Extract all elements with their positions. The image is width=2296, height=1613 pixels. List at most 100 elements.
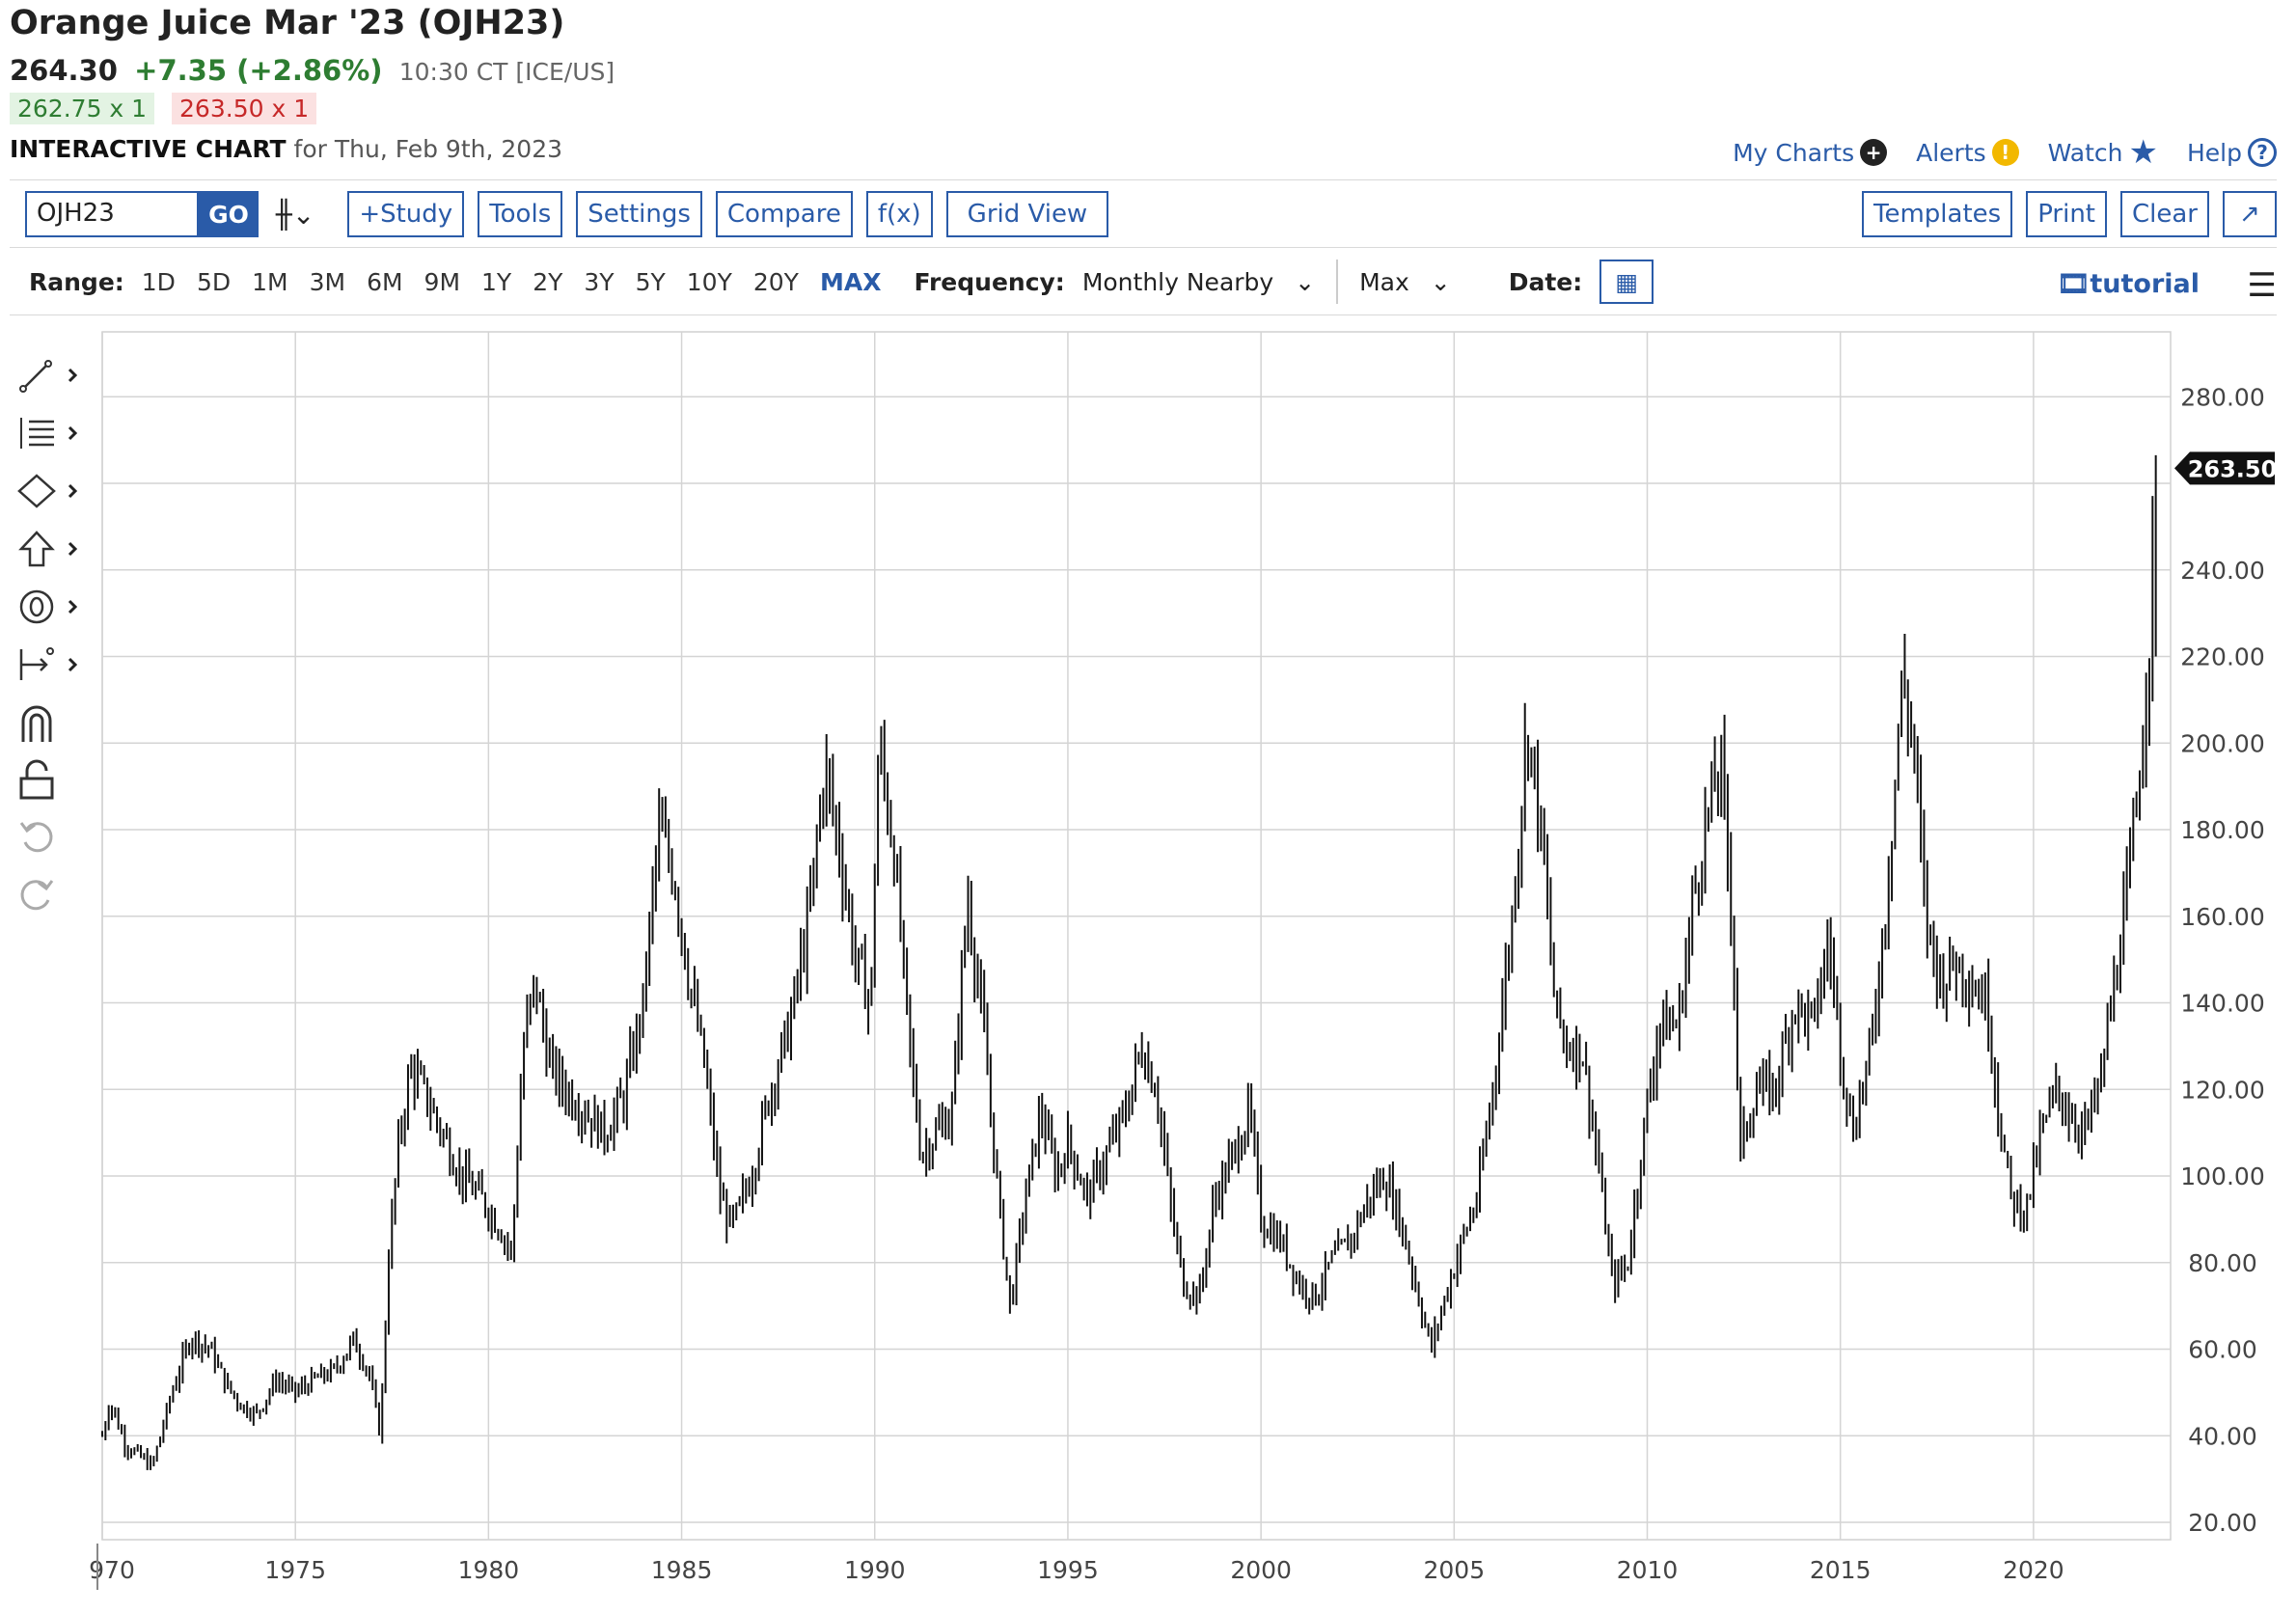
measure-tool-svg <box>19 647 78 680</box>
arrow-up-tool-icon[interactable] <box>17 527 85 571</box>
range-option-9m[interactable]: 9M <box>424 267 461 296</box>
chart-grid <box>101 331 2172 1541</box>
redo-svg <box>20 880 54 911</box>
my-charts-link[interactable]: My Charts + <box>1733 138 1888 167</box>
price-change: +7.35 (+2.86%) <box>134 54 383 87</box>
annotation-tool-icon[interactable] <box>17 585 85 629</box>
alert-icon: ! <box>1991 139 2019 166</box>
alerts-link[interactable]: Alerts ! <box>1916 139 2019 167</box>
help-label: Help <box>2187 138 2242 167</box>
range-option-3y[interactable]: 3Y <box>584 267 615 296</box>
star-icon: ★ <box>2128 133 2158 172</box>
magnet-icon[interactable] <box>17 700 85 745</box>
y-tick-label: 280.00 <box>2180 383 2264 411</box>
chevron-down-icon: ⌄ <box>1295 267 1316 296</box>
plot-area <box>101 331 2172 1541</box>
x-tick-label: 2015 <box>1810 1556 1872 1584</box>
unlock-icon[interactable] <box>17 758 85 803</box>
chevron-down-icon: ⌄ <box>1430 267 1451 296</box>
range-option-5y[interactable]: 5Y <box>635 267 666 296</box>
range-option-max[interactable]: MAX <box>819 267 882 296</box>
range-option-3m[interactable]: 3M <box>309 267 346 296</box>
symbol-input[interactable]: OJH23 <box>25 191 199 237</box>
expand-icon[interactable]: ↗ <box>2223 191 2277 237</box>
y-tick-label: 240.00 <box>2180 557 2264 585</box>
top-links: My Charts + Alerts ! Watch ★ Help ? <box>1733 133 2277 172</box>
symbol-toolbar: OJH23 GO ╫⌄ +Study Tools Settings Compar… <box>25 191 1122 237</box>
clear-button[interactable]: Clear <box>2120 191 2209 237</box>
chart-date: for Thu, Feb 9th, 2023 <box>293 135 563 163</box>
study-button[interactable]: +Study <box>347 191 465 237</box>
grid-view-button[interactable]: Grid View <box>945 191 1109 237</box>
arrow-up-tool-svg <box>18 531 78 567</box>
last-price: 264.30 <box>10 54 118 87</box>
watch-link[interactable]: Watch ★ <box>2048 133 2158 172</box>
last-price-label: 263.50 <box>2188 455 2278 482</box>
range-option-1d[interactable]: 1D <box>141 267 176 296</box>
help-icon: ? <box>2248 138 2277 167</box>
quote-time: 10:30 CT [ICE/US] <box>398 58 615 86</box>
interactive-chart-heading: INTERACTIVE CHART for Thu, Feb 9th, 2023 <box>10 135 562 163</box>
x-tick-label: 2020 <box>2003 1556 2064 1584</box>
range-option-20y[interactable]: 20Y <box>752 267 799 296</box>
y-tick-label: 100.00 <box>2180 1162 2264 1190</box>
frequency-label: Frequency: <box>914 267 1065 296</box>
bar-type-icon[interactable]: ╫⌄ <box>276 198 315 231</box>
go-button[interactable]: GO <box>199 191 259 237</box>
range-option-6m[interactable]: 6M <box>367 267 403 296</box>
bid-ask: 262.75 x 1 263.50 x 1 <box>10 93 317 124</box>
bid-badge: 262.75 x 1 <box>10 93 155 124</box>
chart-axes: 20.00 40.00 60.00 80.00 100.00 120.00 140.00 16… <box>89 383 2277 1590</box>
watch-label: Watch <box>2047 138 2123 167</box>
y-tick-label: 220.00 <box>2180 643 2264 671</box>
page-title: Orange Juice Mar '23 (OJH23) <box>10 4 565 42</box>
compare-button[interactable]: Compare <box>715 191 853 237</box>
templates-button[interactable]: Templates <box>1862 191 2013 237</box>
y-tick-label: 40.00 <box>2188 1422 2257 1450</box>
range-bar: Range: 1D 5D 1M 3M 6M 9M 1Y 2Y 3Y 5Y 10Y 20Y MAX Fre… <box>29 260 1654 304</box>
hamburger-menu-icon[interactable]: ☰ <box>2247 266 2277 305</box>
range-option-1y[interactable]: 1Y <box>481 267 512 296</box>
x-tick-label: 970 <box>89 1556 135 1584</box>
x-tick-label: 2000 <box>1230 1556 1292 1584</box>
x-tick-label: 1975 <box>264 1556 326 1584</box>
price-chart[interactable]: 20.00 40.00 60.00 80.00 100.00 120.00 140.00 16… <box>0 318 2296 1611</box>
shape-tool-icon[interactable] <box>17 469 85 513</box>
range-option-5d[interactable]: 5D <box>196 267 232 296</box>
range-option-1m[interactable]: 1M <box>252 267 288 296</box>
frequency-select[interactable]: Monthly Nearby ⌄ <box>1082 268 1315 296</box>
ask-badge: 263.50 x 1 <box>172 93 317 124</box>
my-charts-label: My Charts <box>1733 138 1855 167</box>
fibonacci-tool-icon[interactable] <box>17 411 85 455</box>
line-tool-svg <box>19 360 78 393</box>
shape-tool-svg <box>17 474 78 508</box>
last-price-tag <box>2174 451 2275 485</box>
magnet-svg <box>21 705 52 742</box>
print-button[interactable]: Print <box>2026 191 2107 237</box>
fibonacci-tool-svg <box>20 418 78 449</box>
interactive-chart-label: INTERACTIVE CHART <box>10 135 287 163</box>
period-value: Max <box>1359 267 1409 296</box>
range-option-10y[interactable]: 10Y <box>686 267 732 296</box>
period-select[interactable]: Max ⌄ <box>1359 268 1451 296</box>
redo-icon[interactable] <box>17 874 85 918</box>
x-tick-label: 1985 <box>651 1556 713 1584</box>
tutorial-link[interactable]: 🎞tutorial <box>2057 268 2200 299</box>
line-tool-icon[interactable] <box>17 353 85 397</box>
range-label: Range: <box>29 267 124 296</box>
y-tick-label: 180.00 <box>2180 816 2264 844</box>
help-link[interactable]: Help ? <box>2187 138 2277 167</box>
settings-button[interactable]: Settings <box>576 191 702 237</box>
measure-tool-icon[interactable] <box>17 642 85 687</box>
annotation-tool-svg <box>19 589 78 624</box>
calendar-icon[interactable]: ▦ <box>1599 260 1654 304</box>
undo-icon[interactable] <box>17 816 85 861</box>
film-icon: 🎞 <box>2057 269 2091 299</box>
range-option-2y[interactable]: 2Y <box>533 267 563 296</box>
y-tick-label: 120.00 <box>2180 1076 2264 1104</box>
fx-button[interactable]: f(x) <box>865 191 933 237</box>
right-toolbar: Templates Print Clear ↗ <box>1862 191 2277 237</box>
alerts-label: Alerts <box>1916 138 1986 167</box>
range-separator <box>1336 260 1339 304</box>
tools-button[interactable]: Tools <box>478 191 563 237</box>
